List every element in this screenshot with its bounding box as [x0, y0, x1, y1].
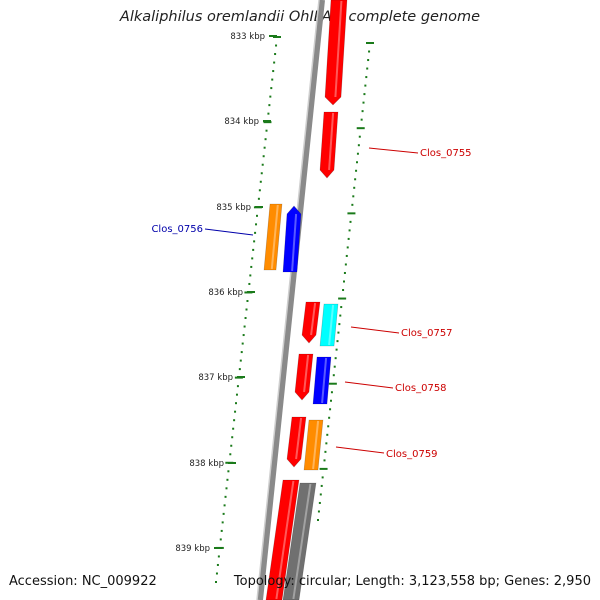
gene-highlight [310, 302, 317, 336]
gene-highlight [303, 354, 310, 393]
gene-label[interactable]: Clos_0758 [395, 383, 447, 394]
label-leader-line [335, 446, 385, 454]
scale-tick-label: 838 kbp [189, 459, 224, 469]
gene-label[interactable]: Clos_0755 [420, 148, 472, 159]
gene-highlight [291, 213, 298, 272]
gene-cyan-1[interactable] [319, 303, 339, 347]
gene-label-leaders [204, 147, 419, 454]
backbone-track [256, 0, 325, 600]
outer-tick-ring [317, 42, 374, 521]
gene-highlight [328, 304, 335, 346]
gene-red-6[interactable] [265, 479, 300, 600]
scale-tick-label: 834 kbp [224, 117, 259, 127]
scale-tick-label: 837 kbp [198, 373, 233, 383]
gene-label[interactable]: Clos_0757 [401, 328, 453, 339]
scale-tick-label: 836 kbp [208, 288, 243, 298]
gene-red-2[interactable] [319, 111, 339, 179]
gene-gray-1[interactable] [282, 482, 317, 600]
label-leader-line [368, 147, 419, 154]
genome-summary: Topology: circular; Length: 3,123,558 bp… [233, 574, 591, 589]
genome-title: Alkaliphilus oremlandii OhILAs, complete… [119, 9, 481, 25]
label-leader-line [204, 228, 254, 236]
accession-text: Accession: NC_009922 [9, 574, 157, 589]
gene-highlight [275, 480, 295, 600]
label-leader-line [344, 381, 394, 389]
gene-features [263, 0, 348, 600]
gene-highlight [270, 204, 279, 270]
gene-highlight [295, 417, 303, 460]
backbone-highlight [256, 0, 320, 600]
label-leader-line [350, 326, 400, 334]
gene-highlight [312, 420, 320, 470]
gene-highlight [334, 0, 343, 98]
gene-orange-1[interactable] [263, 203, 283, 271]
gene-labels: Clos_0755 Clos_0756 Clos_0757 Clos_0758 Clos… [151, 148, 471, 460]
gene-blue-2[interactable] [312, 356, 332, 405]
scale-tick-label: 839 kbp [175, 544, 210, 554]
gene-highlight [292, 483, 312, 600]
gene-highlight [321, 357, 328, 404]
gene-orange-2[interactable] [303, 419, 324, 471]
gene-red-top[interactable] [324, 0, 348, 106]
gene-red-4[interactable] [294, 353, 314, 401]
scale-labels: 833 kbp 834 kbp 835 kbp 836 kbp 837 kbp 838 k… [175, 32, 277, 554]
gene-label[interactable]: Clos_0759 [386, 449, 438, 460]
backbone-line [257, 0, 325, 600]
scale-tick-label: 833 kbp [230, 32, 265, 42]
gene-blue-1[interactable] [282, 205, 302, 273]
gene-red-5[interactable] [286, 416, 307, 468]
scale-tick-label: 835 kbp [216, 203, 251, 213]
gene-label[interactable]: Clos_0756 [151, 224, 203, 235]
gene-highlight [328, 112, 335, 171]
gene-red-3[interactable] [301, 301, 321, 344]
